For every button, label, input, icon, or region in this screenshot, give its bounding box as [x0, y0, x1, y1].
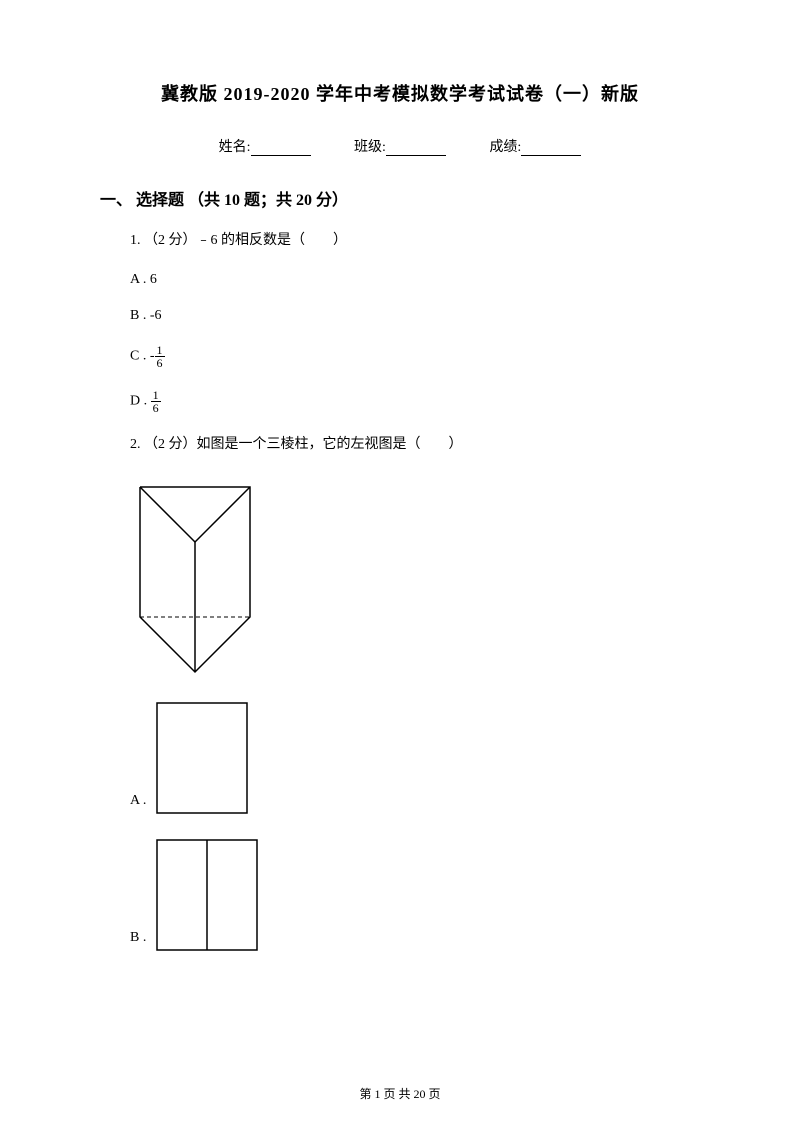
student-info-row: 姓名: 班级: 成绩:	[100, 136, 700, 156]
name-underline	[251, 142, 311, 156]
q2-opta-svg	[156, 702, 248, 814]
class-label: 班级:	[354, 140, 386, 155]
score-label: 成绩:	[489, 140, 521, 155]
section-header: 一、 选择题 （共 10 题；共 20 分）	[100, 186, 700, 210]
prism-svg	[130, 477, 260, 677]
question-2: 2. （2 分）如图是一个三棱柱，它的左视图是（ ）	[130, 434, 700, 456]
q1-option-c: C . -16	[130, 344, 700, 369]
name-label: 姓名:	[219, 140, 251, 155]
q1-optd-den: 6	[151, 402, 161, 414]
class-field: 班级:	[354, 136, 446, 156]
q2-optb-label: B .	[130, 930, 146, 946]
q1-optd-prefix: D .	[130, 394, 151, 409]
prism-figure	[130, 477, 700, 677]
q1-option-d: D . 16	[130, 389, 700, 414]
q1-optc-den: 6	[155, 357, 165, 369]
q1-optc-fraction: 16	[155, 344, 165, 369]
q2-opta-label: A .	[130, 793, 146, 809]
q1-optd-fraction: 16	[151, 389, 161, 414]
score-field: 成绩:	[489, 136, 581, 156]
q1-optc-prefix: C . -	[130, 349, 155, 364]
score-underline	[521, 142, 581, 156]
name-field: 姓名:	[219, 136, 311, 156]
page-footer: 第 1 页 共 20 页	[0, 1085, 800, 1102]
class-underline	[386, 142, 446, 156]
q2-option-a: A .	[130, 702, 700, 814]
q2-optb-svg	[156, 839, 258, 951]
question-1: 1. （2 分）﹣6 的相反数是（ ）	[130, 230, 700, 252]
q2-option-b: B .	[130, 839, 700, 951]
q1-option-a: A . 6	[130, 272, 700, 288]
q1-option-b: B . -6	[130, 308, 700, 324]
page-title: 冀教版 2019-2020 学年中考模拟数学考试试卷（一）新版	[100, 80, 700, 106]
